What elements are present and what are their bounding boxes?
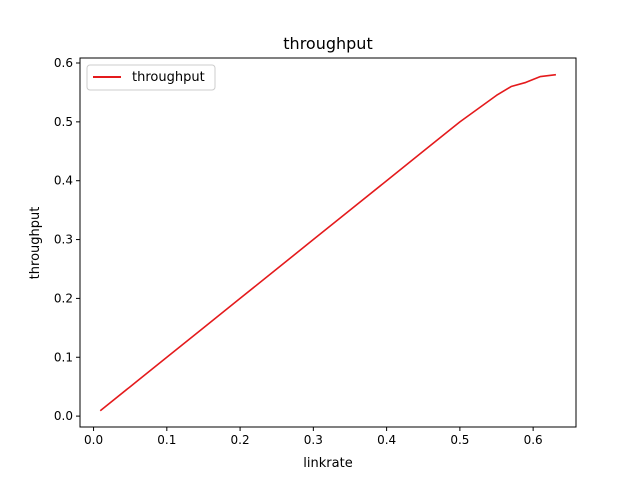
legend: throughput: [86, 64, 216, 91]
legend-label-throughput: throughput: [132, 70, 205, 85]
x-tick-label: 0.5: [450, 433, 469, 447]
y-tick-label: 0.3: [54, 233, 73, 247]
y-tick-label: 0.1: [54, 350, 73, 364]
y-tick-label: 0.2: [54, 291, 73, 305]
x-axis: 0.0 0.1 0.2 0.3 0.4 0.5 0.6: [84, 427, 543, 447]
x-tick-label: 0.1: [157, 433, 176, 447]
legend-box: [86, 64, 216, 91]
y-axis-label: throughput: [28, 207, 43, 280]
y-tick-label: 0.6: [54, 56, 73, 70]
axes-frame: [79, 57, 577, 428]
series-layer: [99, 73, 557, 412]
y-tick-label: 0.5: [54, 115, 73, 129]
chart-title: throughput: [283, 34, 372, 53]
series-line-throughput: [99, 73, 557, 412]
y-axis: 0.0 0.1 0.2 0.3 0.4 0.5 0.6: [54, 56, 80, 423]
x-tick-label: 0.0: [84, 433, 103, 447]
y-tick-label: 0.0: [54, 409, 73, 423]
x-tick-label: 0.3: [304, 433, 323, 447]
y-tick-label: 0.4: [54, 174, 73, 188]
x-tick-label: 0.4: [377, 433, 396, 447]
x-tick-label: 0.2: [231, 433, 250, 447]
x-tick-label: 0.6: [524, 433, 543, 447]
x-axis-label: linkrate: [303, 456, 352, 471]
